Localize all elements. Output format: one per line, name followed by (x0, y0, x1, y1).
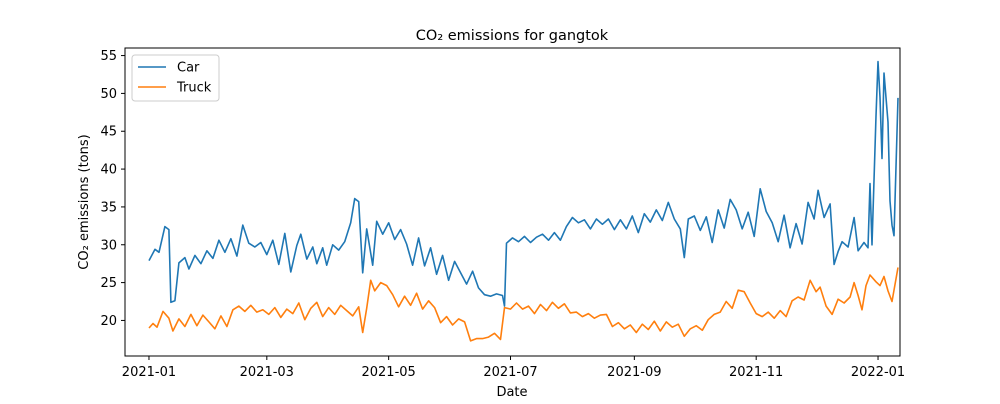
x-tick-label: 2021-05 (361, 365, 415, 380)
x-tick-label: 2021-01 (122, 365, 176, 380)
y-tick-label: 35 (100, 200, 117, 215)
x-tick-label: 2021-03 (240, 365, 294, 380)
y-tick-label: 40 (100, 163, 117, 178)
y-tick-label: 30 (100, 238, 117, 253)
x-axis-label: Date (496, 385, 527, 400)
y-tick-label: 45 (100, 125, 117, 140)
legend: Car Truck (131, 54, 220, 102)
x-tick-label: 2021-11 (729, 365, 783, 380)
series-layer (148, 60, 899, 342)
series-line-car (148, 60, 899, 307)
x-tick-label: 2022-01 (851, 365, 905, 380)
plot-area-frame (124, 47, 901, 357)
legend-car-label: Car (177, 61, 200, 76)
y-tick-label: 55 (100, 49, 117, 64)
y-tick-label: 20 (100, 314, 117, 329)
chart-title: CO₂ emissions for gangtok (416, 28, 609, 44)
y-tick-label: 50 (100, 87, 117, 102)
axes-layer: 2021-01 2021-03 2021-05 2021-07 2021-09 2021-… (100, 49, 905, 380)
series-line-truck (148, 267, 899, 342)
legend-truck-label: Truck (176, 81, 212, 96)
y-tick-label: 25 (100, 276, 117, 291)
y-axis-label: CO₂ emissions (tons) (77, 134, 92, 269)
x-tick-label: 2021-09 (607, 365, 661, 380)
x-tick-label: 2021-07 (483, 365, 537, 380)
